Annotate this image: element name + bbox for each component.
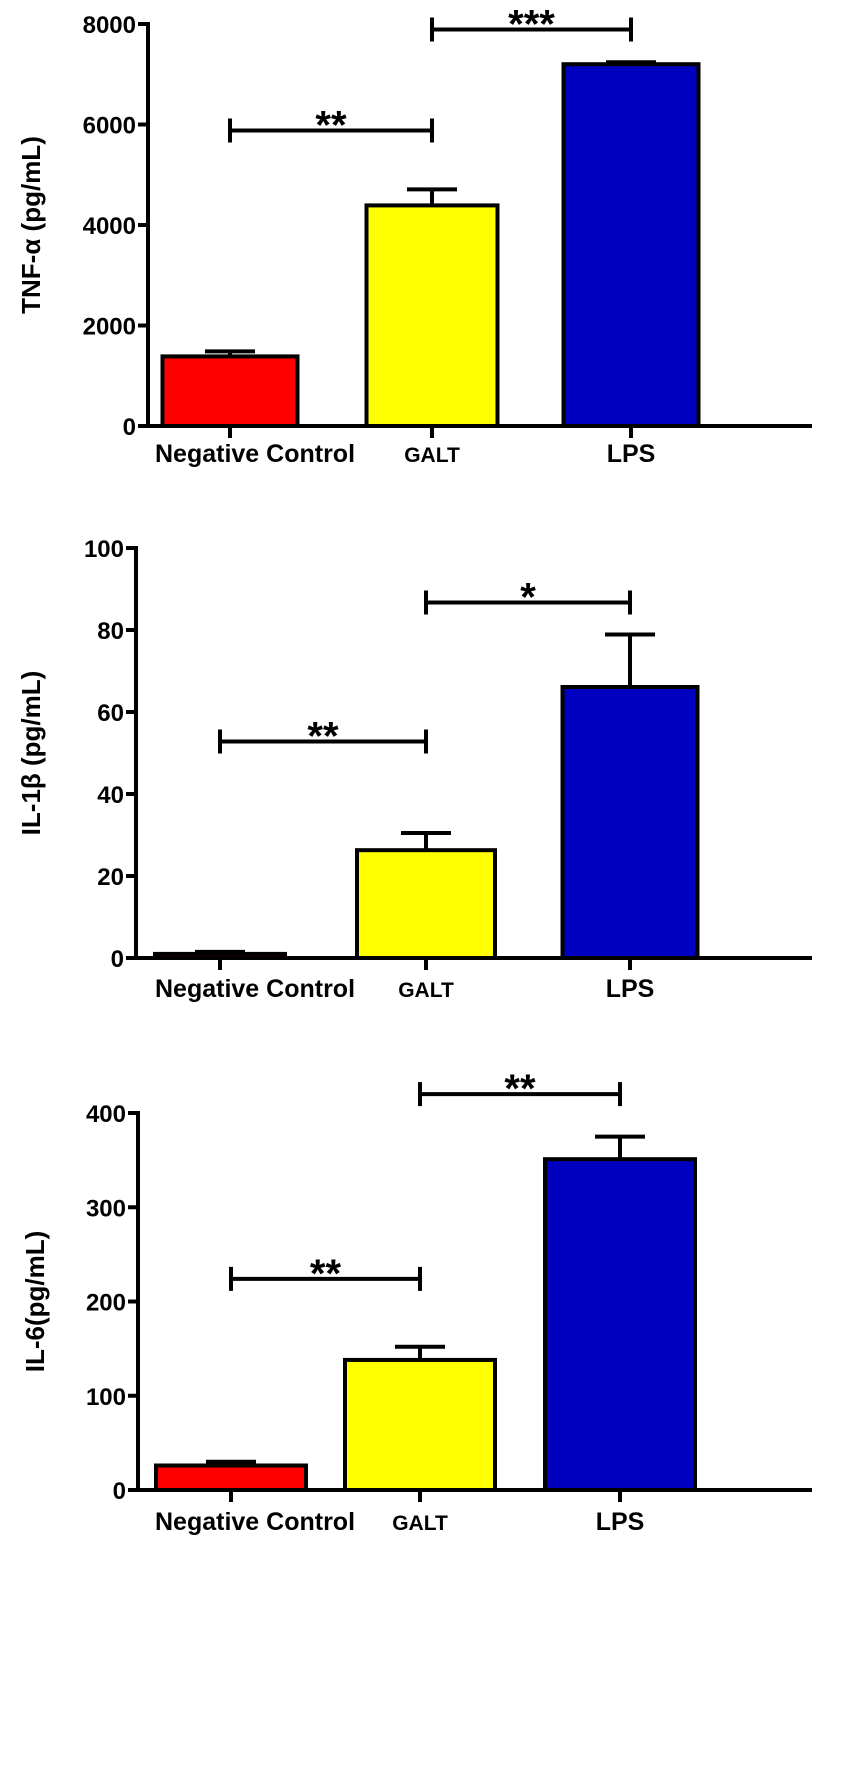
category-label: LPS — [596, 1508, 645, 1536]
category-label: Negative Control — [155, 440, 355, 468]
bar-negative-control — [160, 354, 300, 428]
bar-galt — [343, 1357, 497, 1493]
significance-bracket — [424, 590, 632, 615]
significance-bracket — [418, 1082, 622, 1107]
significance-label: *** — [508, 3, 555, 47]
significance-label: ** — [310, 1252, 342, 1296]
bar-lps — [560, 684, 700, 960]
category-label: LPS — [607, 440, 656, 468]
category-label: Negative Control — [155, 975, 355, 1003]
bar-galt — [355, 848, 497, 960]
significance-bracket — [229, 1266, 422, 1291]
y-tick-label: 400 — [86, 1101, 126, 1128]
category-label: Negative Control — [155, 1508, 355, 1536]
category-label: GALT — [398, 979, 454, 1002]
y-tick-label: 40 — [97, 782, 124, 809]
significance-bracket — [430, 17, 633, 42]
y-tick-label: 2000 — [83, 314, 136, 341]
bar-negative-control — [154, 1463, 308, 1492]
significance-bracket — [218, 729, 428, 754]
y-tick-label: 60 — [97, 700, 124, 727]
category-label: GALT — [392, 1512, 448, 1535]
y-tick-label: 8000 — [83, 12, 136, 39]
chart-panel-1: 0 2000 4000 6000 8000 Negative Control GALT LPS… — [16, 3, 812, 468]
y-axis-title: IL-1β (pg/mL) — [16, 671, 46, 836]
category-label: LPS — [606, 975, 655, 1003]
y-tick-label: 0 — [113, 1478, 126, 1505]
significance-label: ** — [504, 1067, 536, 1111]
y-tick-label: 80 — [97, 618, 124, 645]
y-tick-label: 0 — [111, 946, 124, 973]
y-tick-label: 4000 — [83, 213, 136, 240]
y-tick-label: 100 — [86, 1384, 126, 1411]
significance-label: * — [520, 576, 536, 620]
chart-panel-3: 0 100 200 300 400 Negative Control GALT LPS IL-6… — [20, 1067, 812, 1536]
y-tick-label: 200 — [86, 1290, 126, 1317]
y-tick-label: 300 — [86, 1195, 126, 1222]
significance-label: ** — [307, 715, 339, 759]
significance-bracket — [228, 118, 434, 143]
significance-label: ** — [315, 104, 347, 148]
bar-galt — [364, 203, 500, 428]
y-tick-label: 100 — [84, 536, 124, 563]
y-tick-label: 6000 — [83, 113, 136, 140]
category-label: GALT — [404, 444, 460, 467]
bar-lps — [543, 1157, 697, 1492]
y-tick-label: 0 — [123, 414, 136, 441]
bar-lps — [561, 62, 701, 428]
chart-panel-2: 0 20 40 60 80 100 Negative Control GALT LPS IL-1β… — [16, 536, 812, 1003]
y-tick-label: 20 — [97, 864, 124, 891]
y-axis-title: TNF-α (pg/mL) — [16, 136, 46, 314]
y-axis-title: IL-6(pg/mL) — [20, 1231, 50, 1373]
